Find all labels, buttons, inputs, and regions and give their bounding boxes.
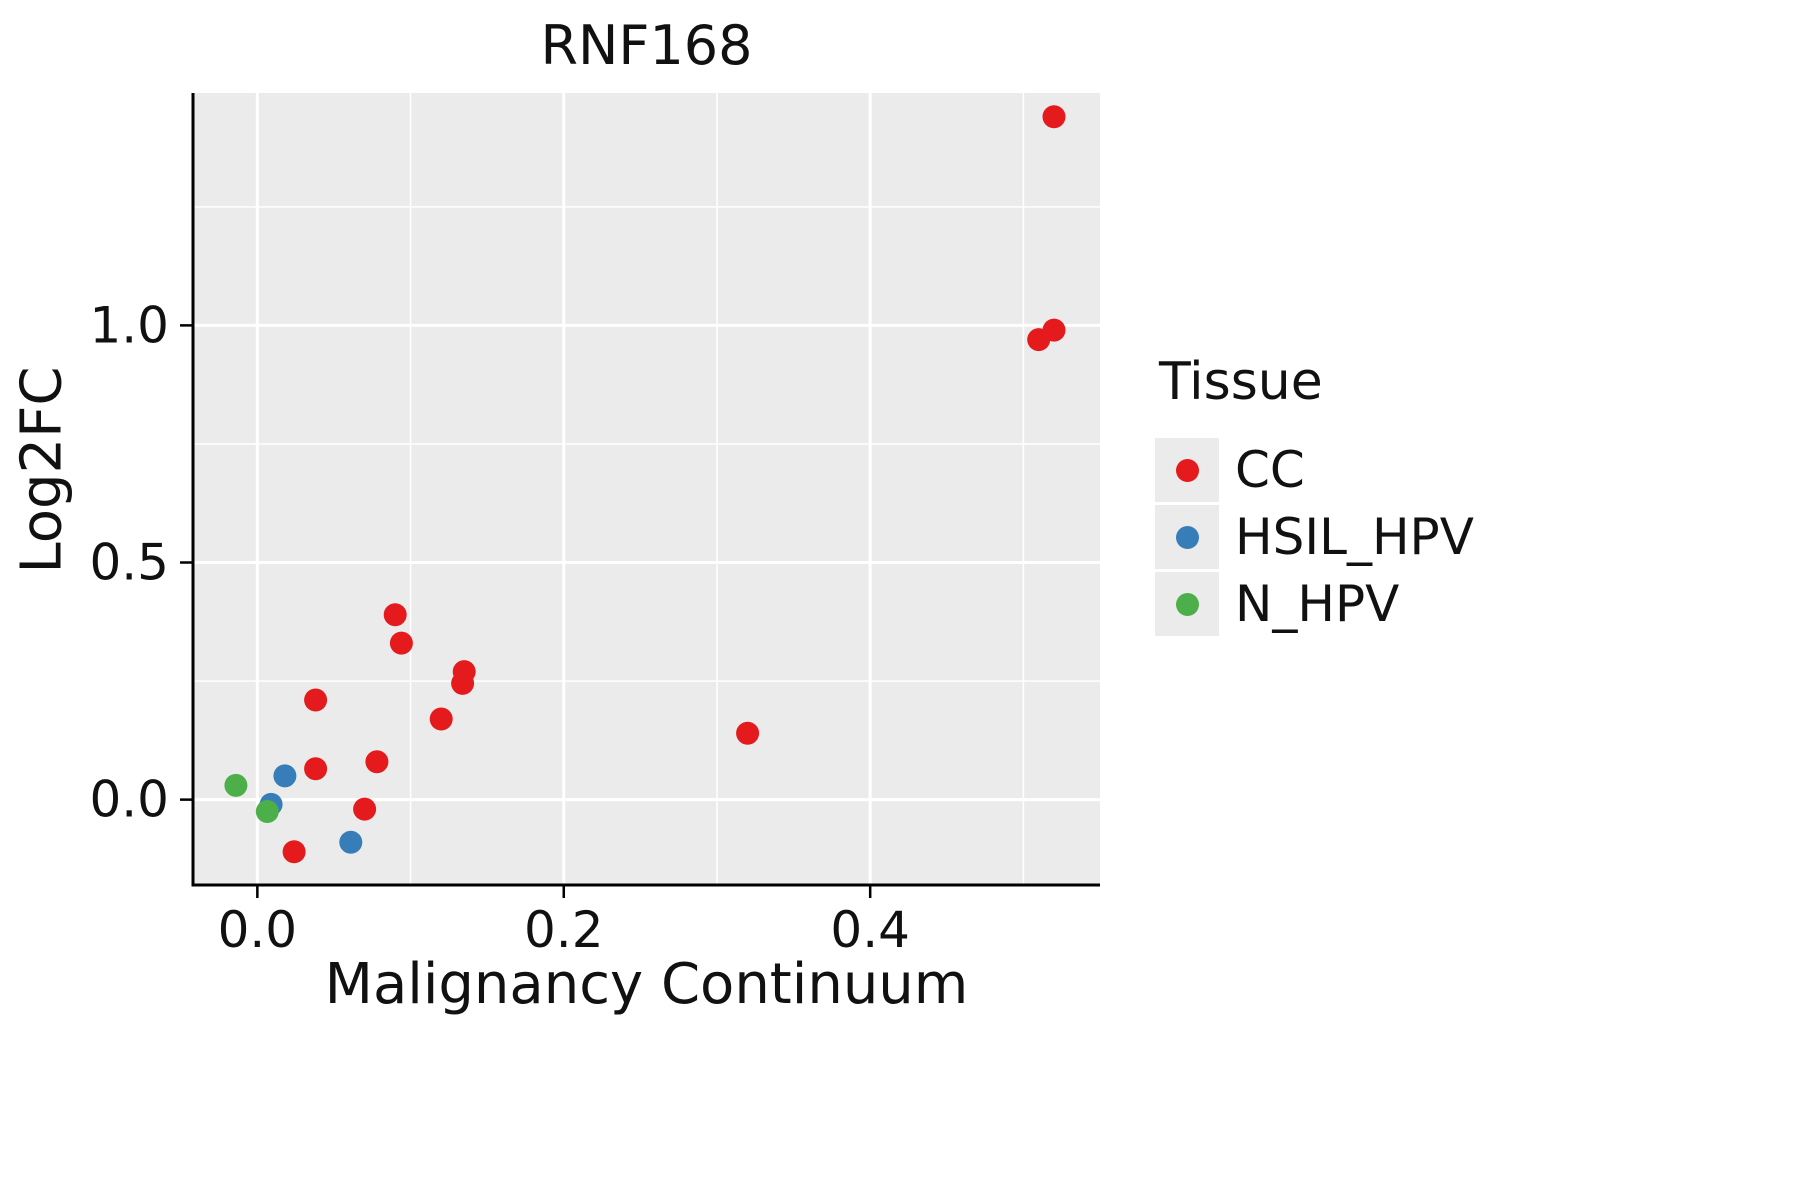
data-point-CC xyxy=(304,757,328,781)
x-axis-label: Malignancy Continuum xyxy=(324,952,969,1017)
data-point-CC xyxy=(429,707,453,731)
data-point-CC xyxy=(389,631,413,655)
legend-dot-icon xyxy=(1175,525,1199,549)
legend-item-CC: CC xyxy=(1155,438,1474,502)
data-point-N_HPV xyxy=(224,773,248,797)
y-axis-label: Log2FC xyxy=(9,366,75,574)
legend-dot-icon xyxy=(1175,458,1199,482)
legend-key xyxy=(1155,505,1219,569)
y-tick-label: 0.0 xyxy=(89,771,169,829)
data-point-HSIL_HPV xyxy=(339,830,363,854)
data-point-CC xyxy=(736,721,760,745)
data-point-CC xyxy=(451,671,475,695)
legend-key xyxy=(1155,438,1219,502)
legend-dot-icon xyxy=(1175,592,1199,616)
data-point-N_HPV xyxy=(255,800,279,823)
legend: Tissue CC HSIL_HPV N_HPV xyxy=(1155,352,1474,639)
legend-title: Tissue xyxy=(1159,352,1323,412)
legend-item-N_HPV: N_HPV xyxy=(1155,572,1474,636)
legend-label: CC xyxy=(1235,441,1305,499)
legend-label: N_HPV xyxy=(1235,575,1400,633)
plot-panel xyxy=(193,93,1100,885)
data-point-CC xyxy=(282,840,306,864)
chart-title: RNF168 xyxy=(540,14,753,77)
y-tick-label: 1.0 xyxy=(89,296,169,354)
x-tick-label: 0.4 xyxy=(830,901,910,959)
data-point-CC xyxy=(353,797,377,821)
data-point-CC xyxy=(1042,318,1066,342)
data-point-CC xyxy=(365,750,389,774)
y-tick-label: 0.5 xyxy=(89,534,169,592)
x-tick-label: 0.0 xyxy=(218,901,298,959)
data-point-CC xyxy=(1042,105,1066,129)
data-point-HSIL_HPV xyxy=(273,764,297,788)
data-point-CC xyxy=(304,688,328,712)
legend-key xyxy=(1155,572,1219,636)
data-point-CC xyxy=(383,603,407,627)
x-tick-label: 0.2 xyxy=(524,901,604,959)
legend-items: CC HSIL_HPV N_HPV xyxy=(1155,438,1474,636)
legend-label: HSIL_HPV xyxy=(1235,508,1474,566)
legend-item-HSIL_HPV: HSIL_HPV xyxy=(1155,505,1474,569)
